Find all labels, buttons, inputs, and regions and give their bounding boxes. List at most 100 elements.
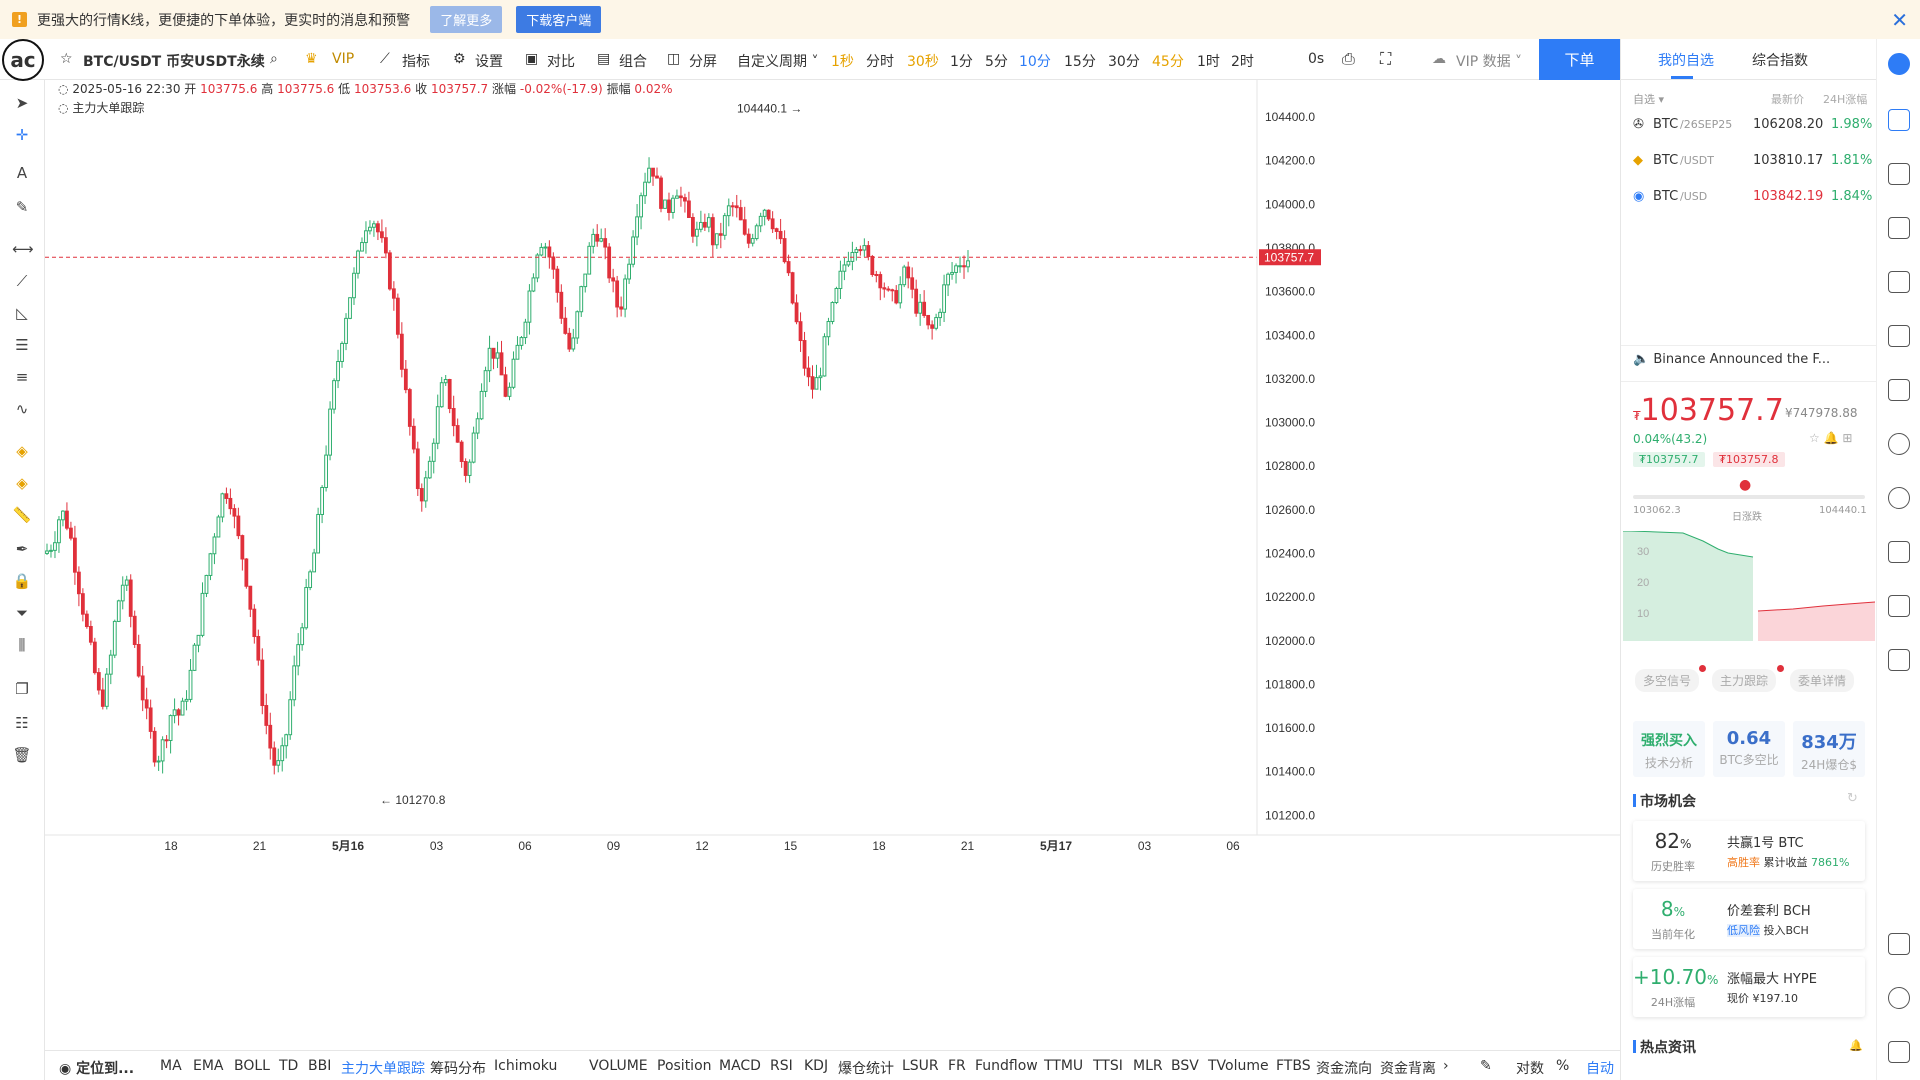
ruler-icon[interactable]: 📏: [12, 506, 32, 524]
trade-icon[interactable]: [1888, 163, 1910, 185]
split-screen-button[interactable]: 分屏: [689, 54, 717, 70]
indicator-kdj[interactable]: KDJ: [804, 1058, 829, 1074]
indicator-ttmu[interactable]: TTMU: [1044, 1058, 1084, 1074]
candle-tool-icon[interactable]: ⫼: [18, 636, 26, 654]
lock-icon[interactable]: 🔒: [12, 572, 32, 590]
compass-icon[interactable]: [1888, 53, 1910, 75]
edit-list-icon[interactable]: ☷: [15, 714, 29, 732]
opportunity-card[interactable]: 8% 当前年化 价差套利 BCH 低风险 投入BCH: [1633, 889, 1865, 949]
indicator-big-order-tracker[interactable]: 主力大单跟踪: [341, 1061, 425, 1077]
legend-toggle-icon[interactable]: ◌: [58, 101, 69, 115]
tab-watchlist[interactable]: 我的自选: [1658, 53, 1714, 69]
filter-icon[interactable]: ⏷: [15, 604, 28, 622]
pen-icon[interactable]: ✒: [15, 540, 29, 558]
trend-line-icon[interactable]: ⟋: [16, 272, 28, 290]
indicator-ema[interactable]: EMA: [193, 1058, 224, 1074]
tech-analysis-card[interactable]: 强烈买入 技术分析: [1633, 721, 1705, 777]
triangle-icon[interactable]: ◺: [16, 304, 28, 322]
percent-scale-toggle[interactable]: %: [1556, 1058, 1570, 1074]
watchlist-icon[interactable]: [1888, 109, 1910, 131]
fullscreen-icon[interactable]: ⛶: [1380, 49, 1392, 68]
indicator-ttsi[interactable]: TTSI: [1093, 1058, 1123, 1074]
checklist-icon[interactable]: [1888, 271, 1910, 293]
settings-button[interactable]: 设置: [475, 54, 503, 70]
edit-icon[interactable]: ✎: [1480, 1058, 1492, 1074]
wallet-icon[interactable]: [1888, 595, 1910, 617]
period-45m[interactable]: 45分: [1152, 54, 1184, 70]
indicator-ftbs[interactable]: FTBS: [1276, 1058, 1311, 1074]
period-15m[interactable]: 15分: [1064, 54, 1096, 70]
learn-more-button[interactable]: 了解更多: [430, 6, 503, 33]
period-10m[interactable]: 10分: [1019, 54, 1051, 70]
add-window-icon[interactable]: [1888, 379, 1910, 401]
cursor-icon[interactable]: ➤: [15, 94, 29, 112]
news-ticker[interactable]: 🔈 Binance Announced the F...: [1633, 352, 1830, 367]
indicator-mlr[interactable]: MLR: [1133, 1058, 1163, 1074]
period-5m[interactable]: 5分: [985, 54, 1008, 70]
period-30m[interactable]: 30分: [1108, 54, 1140, 70]
tab-index[interactable]: 综合指数: [1752, 53, 1808, 69]
planet-icon[interactable]: [1888, 487, 1910, 509]
symbol-search-icon[interactable]: ⌕: [270, 51, 278, 67]
parallel-channel-icon[interactable]: ☰: [15, 336, 29, 354]
clock-icon[interactable]: [1888, 433, 1910, 455]
camera-icon[interactable]: ⎙: [1342, 49, 1355, 68]
crosshair-icon[interactable]: ✛: [15, 126, 29, 144]
watchlist-filter[interactable]: 自选 ▾: [1633, 93, 1665, 106]
pro-icon[interactable]: [1888, 649, 1910, 671]
indicator-fundflow[interactable]: Fundflow: [975, 1058, 1038, 1074]
indicator-position[interactable]: Position: [657, 1058, 712, 1074]
refresh-icon[interactable]: ↻: [1847, 791, 1858, 806]
combine-button[interactable]: 组合: [619, 54, 647, 70]
opportunity-card[interactable]: 82% 历史胜率 共赢1号 BTC 高胜率 累计收益 7861%: [1633, 821, 1865, 881]
bell-icon[interactable]: 🔔: [1849, 1039, 1863, 1052]
compare-button[interactable]: 对比: [547, 54, 575, 70]
download-client-button[interactable]: 下载客户端: [516, 6, 602, 33]
period-1h[interactable]: 1时: [1197, 54, 1220, 70]
document-icon[interactable]: [1888, 541, 1910, 563]
vip-data-dropdown[interactable]: VIP 数据 ˅: [1456, 54, 1523, 70]
symbol-name[interactable]: BTC/USDT 币安USDT永续: [83, 54, 265, 70]
locate-button[interactable]: ◉ 定位到...: [59, 1061, 135, 1077]
bell-icon[interactable]: 🔔: [1823, 431, 1839, 445]
chip-main-tracking[interactable]: 主力跟踪: [1712, 669, 1777, 692]
download-icon[interactable]: [1888, 933, 1910, 955]
period-1s[interactable]: 1秒: [831, 54, 854, 70]
indicator-fund-divergence[interactable]: 资金背离: [1380, 1061, 1436, 1077]
text-tool-icon[interactable]: A: [16, 164, 28, 182]
copy-icon[interactable]: ❐: [15, 680, 29, 698]
chip-long-short-signal[interactable]: 多空信号: [1635, 669, 1700, 692]
indicators-button[interactable]: 指标: [402, 54, 430, 70]
legend-toggle-icon[interactable]: ◌: [58, 82, 69, 96]
watchlist-row[interactable]: ✇ BTC /26SEP25 106208.20 1.98%: [1621, 111, 1877, 141]
auto-scale-toggle[interactable]: 自动: [1586, 1061, 1614, 1077]
pattern-alt-icon[interactable]: ◈: [16, 474, 28, 492]
indicator-liquidation[interactable]: 爆仓统计: [838, 1061, 894, 1077]
indicator-tvolume[interactable]: TVolume: [1208, 1058, 1269, 1074]
trash-icon[interactable]: 🗑: [12, 746, 32, 764]
pattern-icon[interactable]: ◈: [16, 442, 28, 460]
period-2h[interactable]: 2时: [1231, 54, 1254, 70]
vip-button[interactable]: VIP: [332, 51, 355, 67]
watchlist-row[interactable]: ◆ BTC /USDT 103810.17 1.81%: [1621, 147, 1877, 177]
indicator-ichimoku[interactable]: Ichimoku: [494, 1058, 558, 1074]
qr-code-icon[interactable]: [1888, 1041, 1910, 1063]
chevron-right-icon[interactable]: ›: [1443, 1058, 1449, 1074]
liquidation-card[interactable]: 834万 24H爆仓$: [1793, 721, 1865, 777]
indicator-lsur[interactable]: LSUR: [902, 1058, 939, 1074]
headset-icon[interactable]: [1888, 987, 1910, 1009]
custom-period-dropdown[interactable]: 自定义周期 ˅: [737, 54, 819, 70]
indicator-rsi[interactable]: RSI: [770, 1058, 793, 1074]
fib-icon[interactable]: ≡: [15, 368, 29, 386]
indicator-boll[interactable]: BOLL: [234, 1058, 270, 1074]
period-1m[interactable]: 1分: [950, 54, 973, 70]
favorite-star-icon[interactable]: ☆: [60, 51, 73, 67]
long-short-ratio-card[interactable]: 0.64 BTC多空比: [1713, 721, 1785, 777]
horizontal-line-icon[interactable]: ⟷: [12, 240, 34, 258]
brush-icon[interactable]: ✎: [15, 198, 29, 216]
close-icon[interactable]: ✕: [1891, 8, 1908, 32]
star-icon[interactable]: ☆: [1809, 431, 1820, 445]
calc-icon[interactable]: ⊞: [1842, 431, 1853, 445]
indicator-volume[interactable]: VOLUME: [589, 1058, 648, 1074]
indicator-bbi[interactable]: BBI: [308, 1058, 332, 1074]
